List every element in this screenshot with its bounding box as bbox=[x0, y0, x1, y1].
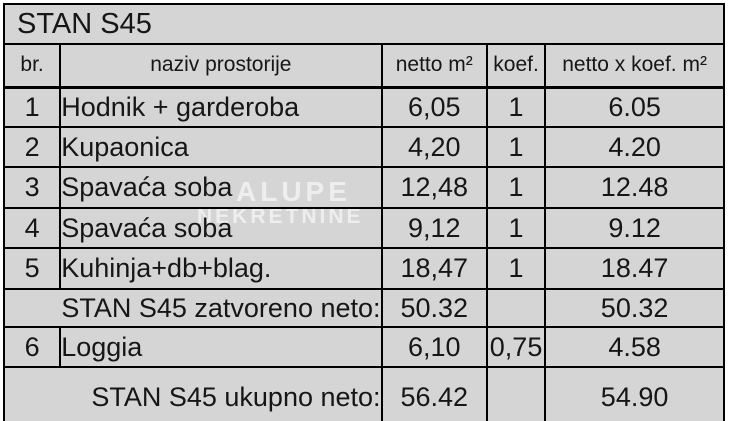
cell-br: 4 bbox=[2, 207, 62, 249]
cell-netto-x-koef: 4.58 bbox=[544, 326, 725, 368]
cell-naziv: Kuhinja+db+blag. bbox=[59, 247, 383, 290]
table-row-5: 5 Kuhinja+db+blag. 18,47 1 18.47 bbox=[2, 247, 725, 290]
cell-br: 3 bbox=[2, 166, 62, 209]
cell-koef: 0,75 bbox=[485, 326, 547, 368]
total-row: STAN S45 ukupno neto: 56.42 54.90 bbox=[3, 366, 725, 421]
cell-netto: 12,48 bbox=[380, 166, 488, 209]
cell-netto-x-koef: 4.20 bbox=[544, 126, 725, 168]
cell-koef: 1 bbox=[485, 207, 547, 249]
total-label: STAN S45 ukupno neto: bbox=[3, 366, 383, 421]
apartment-area-table: STAN S45 br. naziv prostorije netto m² k… bbox=[2, 3, 725, 421]
cell-naziv: Loggia bbox=[59, 326, 383, 368]
table-header-row: br. naziv prostorije netto m² koef. nett… bbox=[2, 43, 725, 89]
subtotal-label: STAN S45 zatvoreno neto: bbox=[3, 288, 383, 328]
cell-naziv: Spavaća soba bbox=[59, 166, 383, 209]
cell-br: 5 bbox=[2, 247, 62, 290]
column-header-netto-x-koef: netto x koef. m² bbox=[544, 43, 725, 89]
total-koef bbox=[485, 366, 547, 421]
cell-koef: 1 bbox=[485, 247, 547, 290]
cell-netto-x-koef: 18.47 bbox=[544, 247, 725, 290]
subtotal-row: STAN S45 zatvoreno neto: 50.32 50.32 bbox=[3, 288, 725, 328]
total-netto-x-koef: 54.90 bbox=[544, 366, 725, 421]
cell-koef: 1 bbox=[485, 166, 547, 209]
subtotal-netto-x-koef: 50.32 bbox=[544, 288, 725, 328]
column-header-koef: koef. bbox=[485, 43, 547, 89]
table-title: STAN S45 bbox=[3, 3, 725, 45]
cell-naziv: Kupaonica bbox=[59, 126, 383, 168]
cell-netto-x-koef: 6.05 bbox=[544, 86, 725, 128]
total-netto: 56.42 bbox=[380, 366, 488, 421]
cell-netto: 4,20 bbox=[380, 126, 488, 168]
subtotal-netto: 50.32 bbox=[380, 288, 488, 328]
table-title-row: STAN S45 bbox=[3, 3, 725, 45]
table-row-3: 3 Spavaća soba 12,48 1 12.48 bbox=[2, 166, 725, 209]
cell-br: 6 bbox=[2, 326, 62, 368]
cell-netto: 6,05 bbox=[380, 86, 488, 128]
cell-br: 1 bbox=[2, 86, 62, 128]
table-row-6: 6 Loggia 6,10 0,75 4.58 bbox=[2, 326, 725, 368]
cell-koef: 1 bbox=[485, 126, 547, 168]
table-row-2: 2 Kupaonica 4,20 1 4.20 bbox=[2, 126, 725, 168]
column-header-br: br. bbox=[2, 43, 62, 89]
table-row-1: 1 Hodnik + garderoba 6,05 1 6.05 bbox=[2, 86, 725, 128]
cell-netto-x-koef: 9.12 bbox=[544, 207, 725, 249]
column-header-naziv: naziv prostorije bbox=[59, 43, 383, 89]
cell-netto: 6,10 bbox=[380, 326, 488, 368]
cell-netto-x-koef: 12.48 bbox=[544, 166, 725, 209]
cell-netto: 9,12 bbox=[380, 207, 488, 249]
cell-naziv: Hodnik + garderoba bbox=[59, 86, 383, 128]
cell-naziv: Spavaća soba bbox=[59, 207, 383, 249]
cell-br: 2 bbox=[2, 126, 62, 168]
table-row-4: 4 Spavaća soba 9,12 1 9.12 bbox=[2, 207, 725, 249]
cell-koef: 1 bbox=[485, 86, 547, 128]
cell-netto: 18,47 bbox=[380, 247, 488, 290]
subtotal-koef bbox=[485, 288, 547, 328]
column-header-netto: netto m² bbox=[380, 43, 488, 89]
